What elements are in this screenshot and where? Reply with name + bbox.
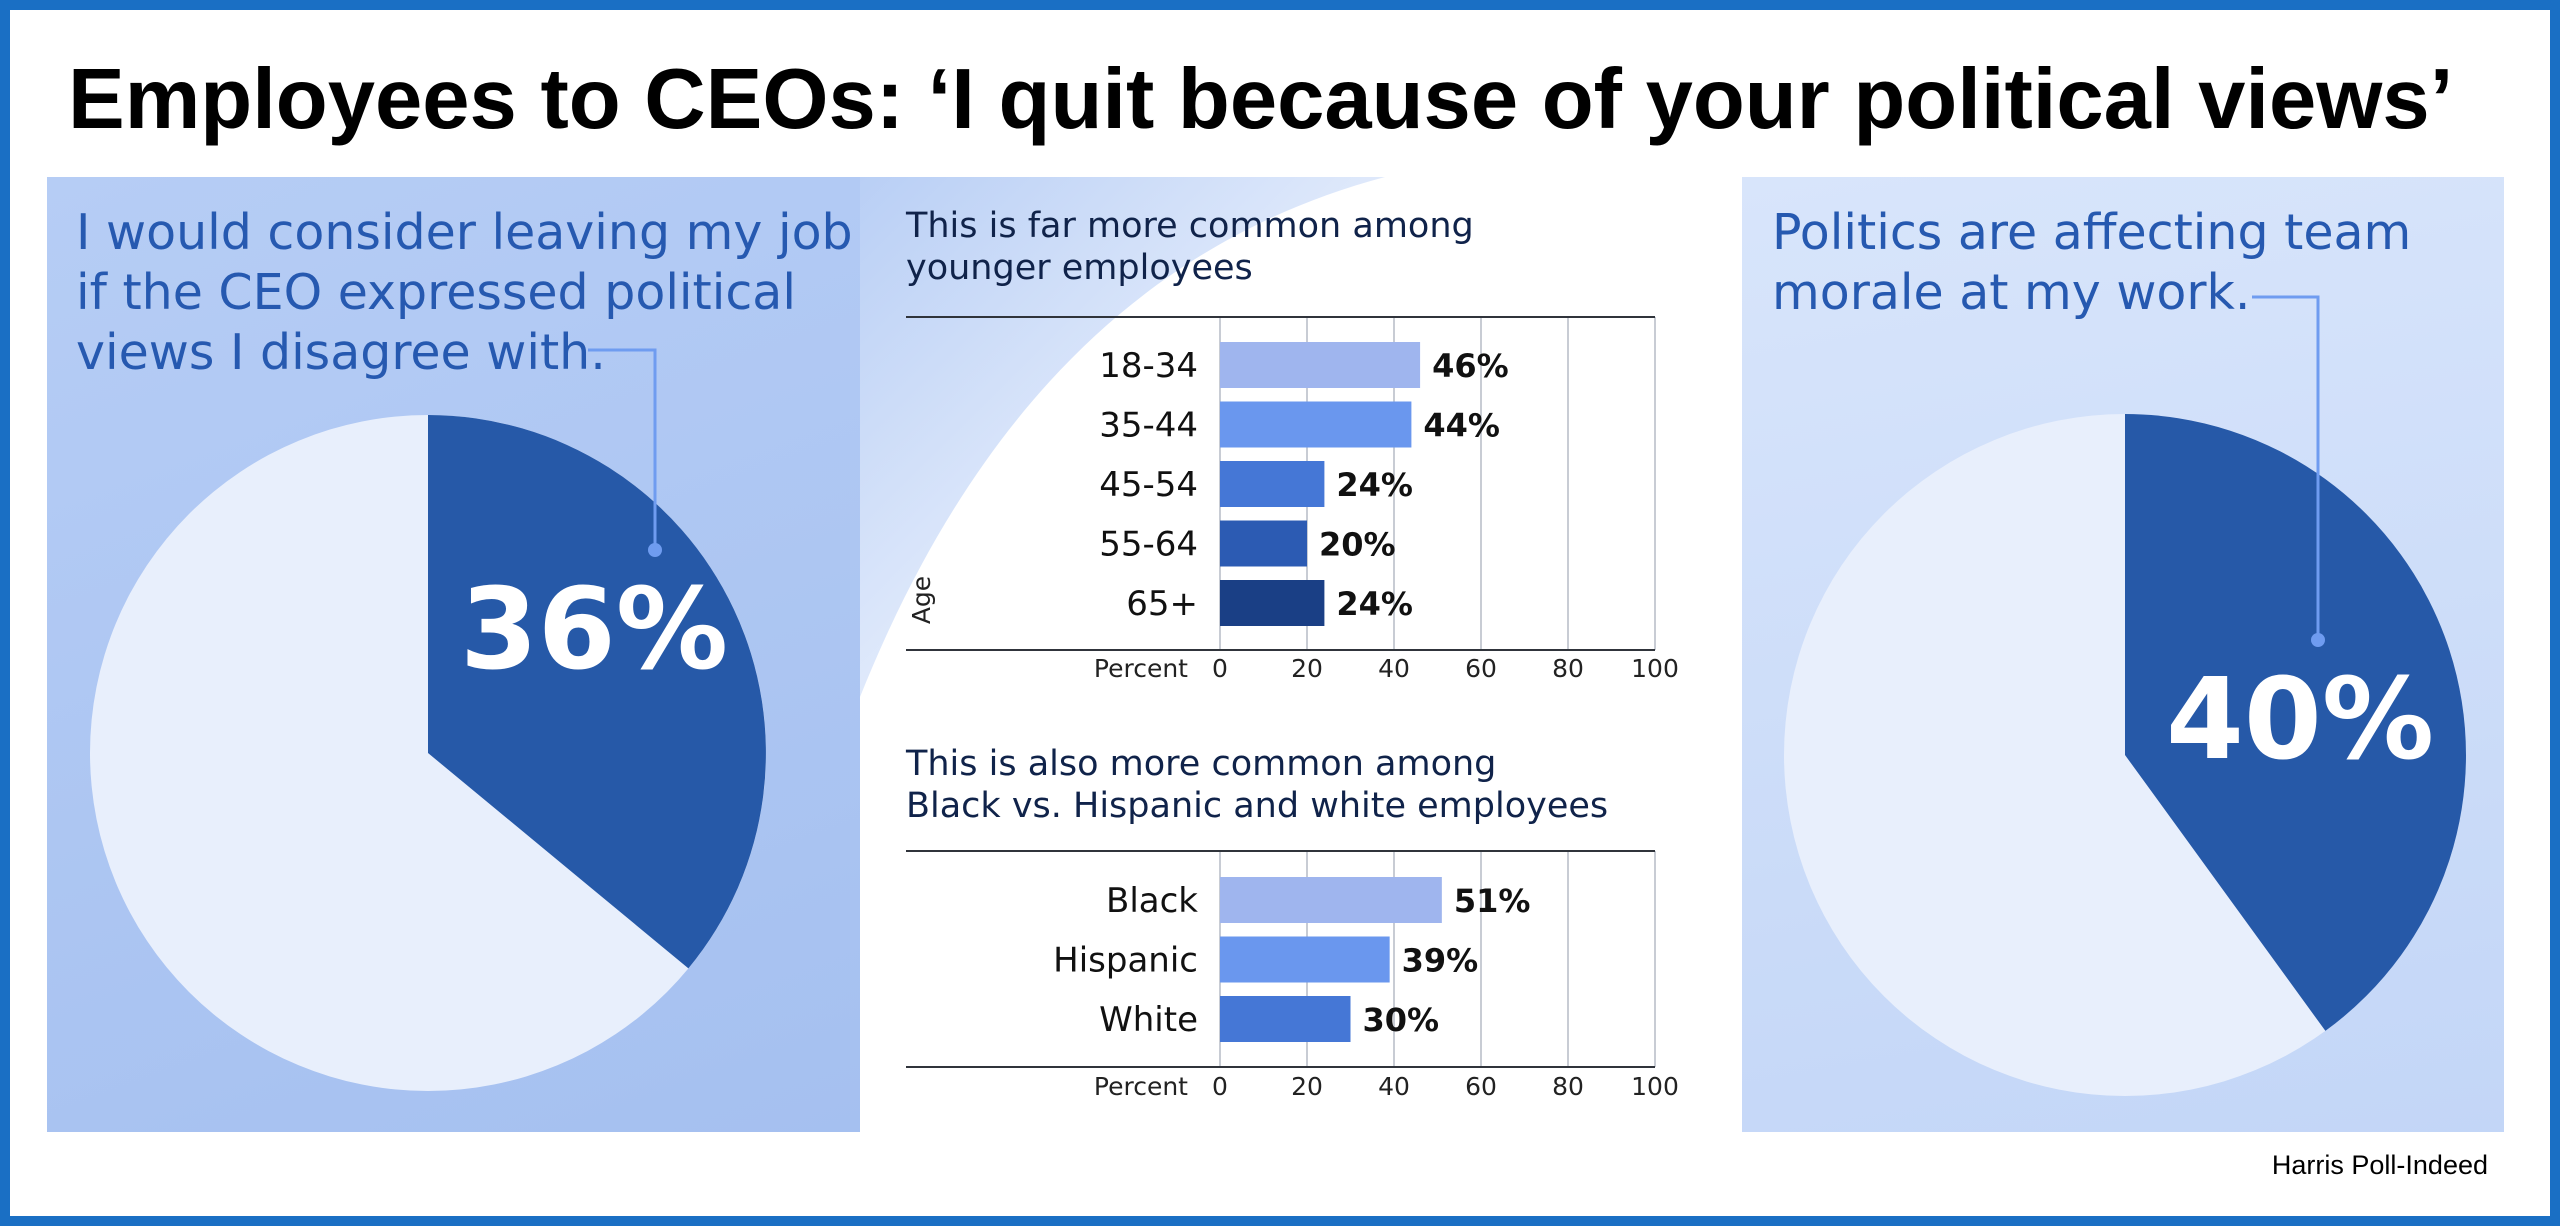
age-chart-bar <box>1220 401 1412 448</box>
pie-right-callout-line <box>2252 295 2320 638</box>
age-chart-data-label: 46% <box>1432 347 1509 385</box>
age-chart-category-label: 35-44 <box>1099 406 1198 446</box>
age-chart-data-label: 44% <box>1423 407 1500 445</box>
race-chart-bar <box>1220 877 1442 923</box>
race-chart-bar <box>1220 936 1390 983</box>
race-chart-tick-label: 20 <box>1291 1072 1323 1101</box>
race-chart-title: This is also more common among Black vs.… <box>906 743 1608 827</box>
race-chart-category-label: Black <box>1106 881 1198 921</box>
age-chart-bar <box>1220 461 1325 507</box>
age-chart-tick-label: 80 <box>1552 654 1584 683</box>
middle-background <box>860 177 1385 697</box>
age-chart-data-label: 24% <box>1336 466 1413 504</box>
race-chart-title-line-2: Black vs. Hispanic and white employees <box>906 786 1609 826</box>
race-chart-x-axis-label: Percent <box>1094 1072 1188 1101</box>
age-chart-bar <box>1220 520 1307 567</box>
main-title: Employees to CEOs: ‘I quit because of yo… <box>68 52 2454 147</box>
pie-right-callout-dot <box>2311 633 2325 647</box>
age-chart-category-label: 45-54 <box>1099 465 1198 505</box>
age-chart-tick-label: 40 <box>1378 654 1410 683</box>
age-chart-data-label: 24% <box>1336 585 1413 623</box>
source-credit: Harris Poll-Indeed <box>2271 1150 2488 1180</box>
age-chart-x-axis-label: Percent <box>1094 654 1188 683</box>
pie-left-highlight-slice <box>428 415 766 969</box>
pie-right-value-label: 40% <box>2165 655 2435 785</box>
race-chart-category-label: Hispanic <box>1053 941 1198 981</box>
race-chart-tick-label: 100 <box>1631 1072 1679 1101</box>
race-chart-data-label: 39% <box>1402 942 1479 980</box>
right-caption-line-1: Politics are affecting team <box>1772 204 2412 261</box>
left-caption-line-2: if the CEO expressed political <box>76 264 796 321</box>
pie-left-callout-line <box>588 348 657 548</box>
age-chart-category-label: 65+ <box>1126 584 1198 624</box>
race-chart-bar <box>1220 996 1351 1042</box>
age-chart-bar <box>1220 342 1421 388</box>
age-chart-title-line-1: This is far more common among <box>906 206 1474 246</box>
race-chart-title-line-1: This is also more common among <box>906 744 1497 784</box>
age-chart-tick-label: 100 <box>1631 654 1679 683</box>
race-chart-data-label: 51% <box>1454 882 1531 920</box>
left-caption-line-1: I would consider leaving my job <box>76 204 853 261</box>
pie-left-callout-dot <box>648 543 662 557</box>
age-chart-tick-label: 20 <box>1291 654 1323 683</box>
race-chart-tick-label: 40 <box>1378 1072 1410 1101</box>
age-chart-data-label: 20% <box>1319 526 1396 564</box>
age-chart-category-label: 55-64 <box>1099 525 1198 565</box>
left-panel-caption: I would consider leaving my job if the C… <box>76 203 853 383</box>
race-chart-tick-label: 0 <box>1212 1072 1228 1101</box>
race-chart-tick-label: 80 <box>1552 1072 1584 1101</box>
race-chart-data-label: 30% <box>1363 1001 1440 1039</box>
pie-chart-left <box>90 348 766 1091</box>
pie-left-value-label: 36% <box>460 565 729 695</box>
age-chart-y-axis-label: Age <box>907 576 936 624</box>
right-panel-caption: Politics are affecting team morale at my… <box>1772 203 2411 323</box>
left-caption-line-3: views I disagree with. <box>76 324 606 381</box>
right-caption-line-2: morale at my work. <box>1772 264 2251 321</box>
race-chart-category-label: White <box>1099 1000 1198 1040</box>
pie-chart-right <box>1784 295 2466 1096</box>
age-chart-category-label: 18-34 <box>1099 346 1198 386</box>
age-chart-title-line-2: younger employees <box>906 248 1253 288</box>
race-chart-tick-label: 60 <box>1465 1072 1497 1101</box>
age-chart-title: This is far more common among younger em… <box>906 205 1474 289</box>
age-chart-tick-label: 60 <box>1465 654 1497 683</box>
age-chart-bar <box>1220 580 1325 626</box>
age-chart-tick-label: 0 <box>1212 654 1228 683</box>
pie-right-highlight-slice <box>2125 414 2466 1031</box>
